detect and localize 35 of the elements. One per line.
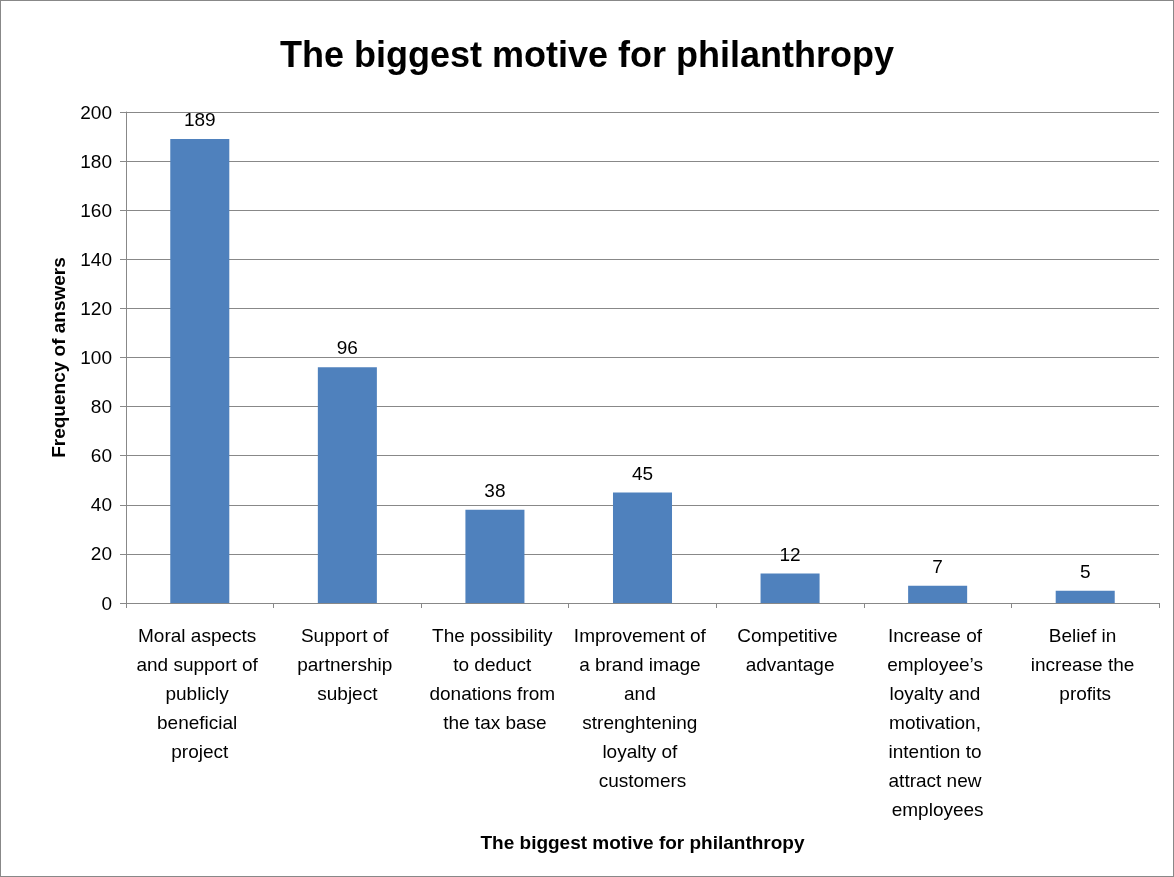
x-tick-label: The possibility to deduct donations from the tax base [429,625,561,733]
x-tick-label: Moral aspects and support of publicly beneficial project [136,625,264,762]
y-tick-label: 0 [101,592,112,614]
chart-title: The biggest motive for philanthropy [279,33,895,75]
data-label: 45 [631,462,654,484]
bar [760,573,820,603]
x-tick-label: Support of partnership subject [297,625,398,704]
y-tick-label: 20 [90,543,112,565]
x-tick-label: Belief in increase the profits [1030,625,1140,704]
data-label: 189 [183,109,216,131]
x-tick-label: Increase of employee’s loyalty and motivation, intention to attract new employees [887,625,989,820]
x-tick-label: Competitive advantage [737,625,843,675]
y-tick-label: 60 [90,445,112,467]
bar [1055,590,1115,603]
data-label: 38 [484,479,506,501]
y-tick-label: 160 [80,199,112,221]
bar [612,492,673,603]
y-tick-label: 40 [90,494,112,516]
bar [170,139,230,603]
bar [465,509,525,603]
y-axis-title: Frequency of answers [48,257,69,458]
y-tick-label: 100 [80,347,112,368]
data-label: 7 [932,555,943,577]
data-label: 5 [1079,560,1091,582]
y-tick-label: 180 [80,150,112,172]
bar [908,585,968,603]
y-tick-label: 80 [90,396,112,418]
data-label: 96 [336,337,358,359]
bar [317,367,377,603]
y-tick-label: 120 [80,297,112,319]
y-tick-label: 200 [80,101,112,123]
y-tick-label: 140 [80,248,112,270]
x-tick-label: Improvement of a brand image and strenghtening loyalty of customers [573,625,712,791]
data-label: 12 [779,543,801,565]
x-axis-title: The biggest motive for philanthropy [480,832,805,853]
